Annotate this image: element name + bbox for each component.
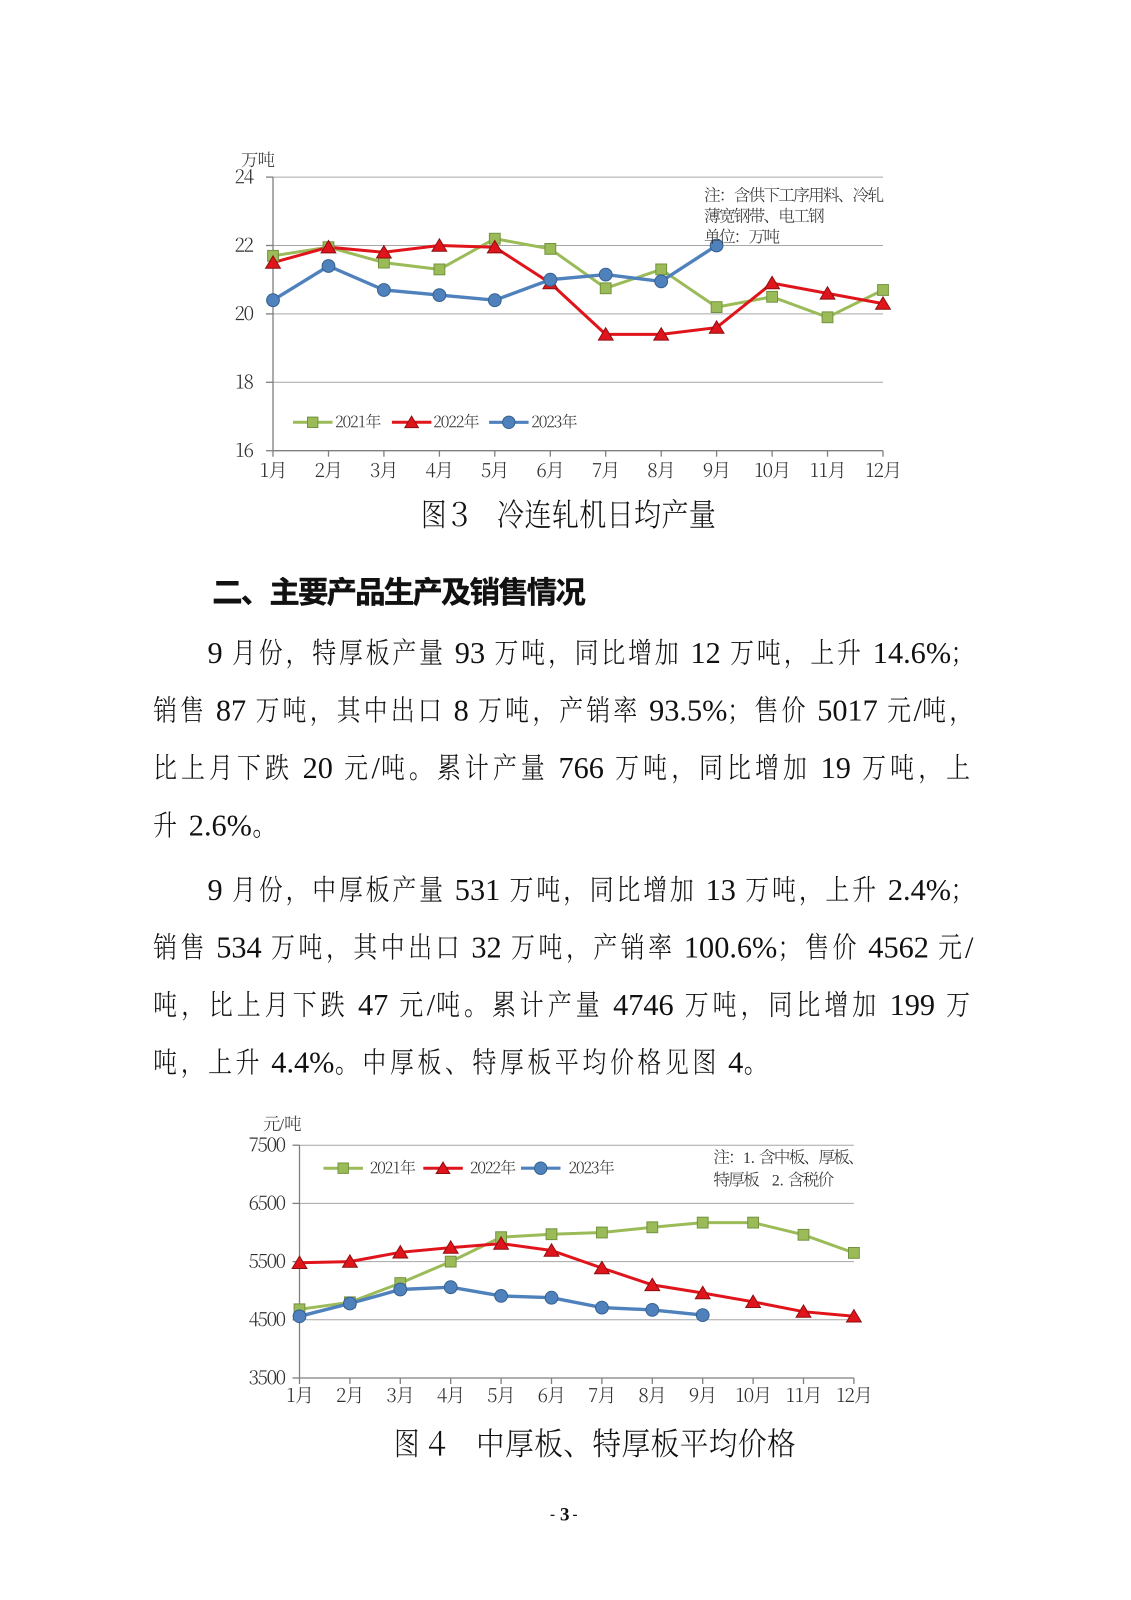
svg-text:-: - [550, 1507, 555, 1523]
svg-text:199: 199 [890, 988, 935, 1022]
svg-text:20: 20 [303, 751, 333, 785]
svg-text:4: 4 [728, 1046, 743, 1080]
svg-text:3: 3 [560, 1505, 570, 1526]
svg-text:12: 12 [691, 636, 721, 670]
svg-text:2.4%: 2.4% [888, 873, 951, 907]
svg-text:531: 531 [455, 873, 500, 907]
svg-text:4746: 4746 [613, 988, 674, 1022]
svg-text:9: 9 [208, 873, 223, 907]
svg-text:/: / [965, 931, 974, 965]
svg-text:19: 19 [821, 751, 851, 785]
svg-text:13: 13 [706, 873, 736, 907]
svg-text:47: 47 [358, 988, 388, 1022]
svg-text:/: / [280, 1115, 285, 1134]
svg-text:534: 534 [216, 931, 261, 965]
svg-text:1.: 1. [743, 1150, 755, 1167]
svg-text:87: 87 [216, 694, 246, 728]
svg-text:/: / [427, 988, 436, 1022]
svg-text:14.6%: 14.6% [873, 636, 951, 670]
svg-text:100.6%: 100.6% [684, 931, 777, 965]
svg-text:4.4%: 4.4% [271, 1046, 334, 1080]
svg-text:93: 93 [455, 636, 485, 670]
svg-text:/: / [914, 694, 923, 728]
svg-text:766: 766 [559, 751, 604, 785]
svg-text:/: / [372, 751, 381, 785]
svg-text:9: 9 [208, 636, 223, 670]
svg-text:32: 32 [471, 931, 501, 965]
svg-text:4562: 4562 [868, 931, 929, 965]
svg-text:2.6%: 2.6% [189, 809, 252, 843]
svg-text:-: - [573, 1507, 578, 1523]
svg-text:2.: 2. [772, 1173, 784, 1190]
svg-text:5017: 5017 [817, 694, 878, 728]
svg-text:93.5%: 93.5% [649, 694, 727, 728]
svg-text:8: 8 [454, 694, 469, 728]
